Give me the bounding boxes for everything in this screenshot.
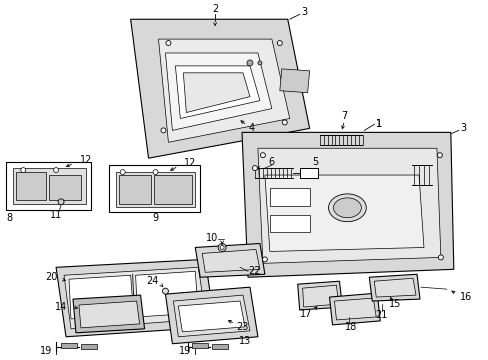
Circle shape: [438, 255, 443, 260]
Polygon shape: [73, 295, 144, 333]
Polygon shape: [69, 275, 133, 319]
Circle shape: [120, 170, 125, 175]
Text: 14: 14: [55, 302, 67, 312]
Polygon shape: [116, 172, 195, 207]
Polygon shape: [334, 298, 375, 320]
Polygon shape: [79, 301, 139, 328]
Circle shape: [58, 199, 64, 205]
Polygon shape: [192, 343, 208, 348]
Circle shape: [54, 168, 59, 172]
Text: 20: 20: [45, 272, 57, 282]
Polygon shape: [242, 132, 453, 277]
Text: 10: 10: [205, 233, 218, 243]
Text: 19: 19: [40, 346, 52, 356]
Text: 12: 12: [80, 155, 92, 165]
Text: 4: 4: [248, 123, 255, 134]
Polygon shape: [269, 188, 309, 206]
Polygon shape: [329, 293, 380, 325]
Polygon shape: [108, 165, 200, 212]
Text: 6: 6: [268, 157, 274, 167]
Circle shape: [161, 128, 165, 133]
Circle shape: [20, 168, 26, 172]
Polygon shape: [183, 73, 249, 113]
Circle shape: [282, 120, 286, 125]
Polygon shape: [269, 215, 309, 231]
Text: 3: 3: [301, 7, 307, 17]
Polygon shape: [257, 148, 440, 264]
Polygon shape: [153, 175, 192, 204]
Polygon shape: [6, 162, 91, 210]
Polygon shape: [56, 260, 215, 337]
Polygon shape: [81, 344, 97, 349]
Polygon shape: [368, 274, 419, 301]
Circle shape: [262, 257, 267, 262]
Circle shape: [153, 170, 158, 175]
Text: 17: 17: [299, 309, 311, 319]
Text: 3: 3: [460, 123, 466, 134]
Polygon shape: [61, 343, 77, 348]
Text: 7: 7: [341, 111, 347, 121]
Circle shape: [252, 166, 257, 171]
Polygon shape: [195, 243, 264, 277]
Text: 23: 23: [235, 322, 248, 332]
Text: 1: 1: [375, 120, 382, 130]
Circle shape: [246, 60, 252, 66]
Text: 11: 11: [50, 210, 62, 220]
Circle shape: [436, 153, 442, 158]
Text: 16: 16: [459, 292, 471, 302]
Circle shape: [218, 243, 225, 251]
Polygon shape: [212, 344, 227, 349]
Text: 5: 5: [312, 157, 318, 167]
Text: 19: 19: [179, 346, 191, 356]
Circle shape: [165, 41, 171, 46]
Polygon shape: [175, 66, 260, 118]
Text: 8: 8: [6, 213, 12, 223]
Polygon shape: [178, 301, 244, 332]
Text: 21: 21: [374, 310, 386, 320]
Text: 13: 13: [238, 336, 251, 346]
Ellipse shape: [333, 198, 361, 218]
Polygon shape: [264, 175, 423, 251]
Polygon shape: [165, 287, 257, 344]
Circle shape: [220, 246, 224, 249]
Polygon shape: [13, 168, 86, 204]
Circle shape: [257, 61, 262, 65]
Ellipse shape: [328, 194, 366, 222]
Polygon shape: [279, 69, 309, 93]
Text: 22: 22: [248, 266, 261, 276]
Polygon shape: [158, 39, 289, 142]
Text: 9: 9: [152, 213, 158, 223]
Polygon shape: [173, 295, 249, 337]
Polygon shape: [130, 19, 309, 158]
Text: 15: 15: [388, 299, 401, 309]
Polygon shape: [302, 285, 338, 307]
Circle shape: [260, 153, 265, 158]
Polygon shape: [202, 249, 260, 272]
Polygon shape: [297, 281, 342, 310]
Circle shape: [277, 41, 282, 46]
Polygon shape: [299, 168, 317, 178]
Text: 24: 24: [146, 276, 159, 286]
Polygon shape: [135, 271, 198, 317]
Polygon shape: [16, 172, 46, 200]
Text: 18: 18: [345, 322, 357, 332]
Polygon shape: [49, 175, 81, 200]
Text: 1: 1: [375, 120, 382, 130]
Polygon shape: [373, 278, 415, 297]
Polygon shape: [64, 267, 206, 329]
Circle shape: [162, 288, 168, 294]
Polygon shape: [165, 53, 271, 130]
Text: 12: 12: [184, 158, 196, 168]
Polygon shape: [119, 175, 150, 204]
Text: 2: 2: [212, 4, 218, 14]
